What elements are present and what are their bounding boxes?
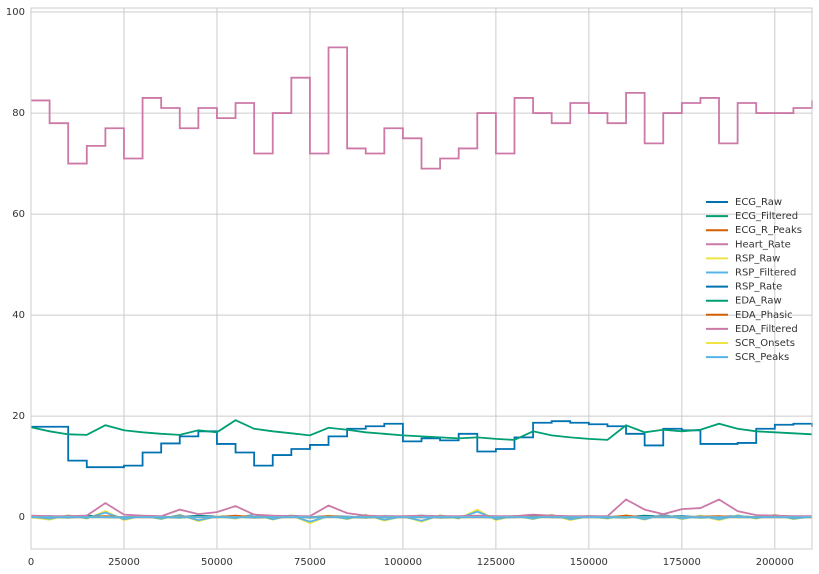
x-tick-label: 125000 (477, 557, 515, 568)
axes-frame (30, 7, 813, 550)
series-line (31, 46, 813, 170)
x-tick-label: 0 (28, 557, 34, 568)
x-tick-label: 50000 (201, 557, 233, 568)
legend-label: EDA_Phasic (735, 310, 793, 321)
legend-label: ECG_Raw (735, 197, 782, 208)
x-tick-label: 25000 (108, 557, 140, 568)
y-tick-label: 20 (12, 411, 25, 422)
legend-label: EDA_Raw (735, 296, 782, 307)
x-tick-label: 75000 (294, 557, 326, 568)
x-tick-label: 150000 (570, 557, 608, 568)
legend-label: Heart_Rate (735, 239, 791, 250)
x-tick-label: 200000 (756, 557, 794, 568)
legend-label: ECG_Filtered (735, 211, 798, 222)
series-line (30, 510, 813, 523)
series-line (30, 419, 813, 441)
legend-label: RSP_Filtered (735, 268, 796, 279)
plot-area (31, 8, 812, 549)
y-tick-label: 0 (19, 512, 25, 523)
y-tick-label: 60 (12, 209, 25, 220)
y-tick-label: 80 (12, 108, 25, 119)
series-line (30, 498, 812, 518)
x-tick-label: 100000 (384, 557, 422, 568)
x-tick-label: 175000 (663, 557, 701, 568)
legend-label: RSP_Raw (735, 253, 780, 264)
y-tick-label: 40 (12, 310, 25, 321)
legend-label: EDA_Filtered (735, 324, 798, 335)
y-tick-label: 100 (6, 7, 25, 18)
legend-label: SCR_Onsets (735, 338, 795, 349)
legend-label: RSP_Rate (735, 282, 782, 293)
legend-label: SCR_Peaks (735, 352, 789, 363)
legend-label: ECG_R_Peaks (735, 225, 802, 236)
series-line (31, 420, 813, 469)
